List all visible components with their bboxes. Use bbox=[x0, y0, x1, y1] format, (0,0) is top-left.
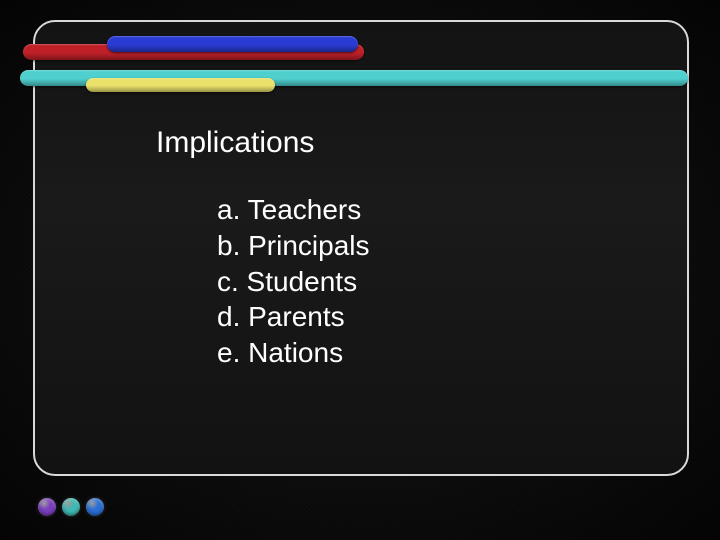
slide-title: Implications bbox=[156, 126, 314, 160]
list-item: a. Teachers bbox=[217, 192, 370, 228]
list-item: b. Principals bbox=[217, 228, 370, 264]
dot-teal bbox=[62, 498, 80, 516]
stripe-yellow bbox=[86, 78, 275, 92]
decorative-dots bbox=[38, 498, 104, 516]
dot-purple bbox=[38, 498, 56, 516]
list-item: e. Nations bbox=[217, 335, 370, 371]
list-item: c. Students bbox=[217, 264, 370, 300]
list-item: d. Parents bbox=[217, 299, 370, 335]
stripe-blue bbox=[107, 36, 358, 52]
dot-blue bbox=[86, 498, 104, 516]
implications-list: a. Teachersb. Principalsc. Studentsd. Pa… bbox=[217, 192, 370, 371]
